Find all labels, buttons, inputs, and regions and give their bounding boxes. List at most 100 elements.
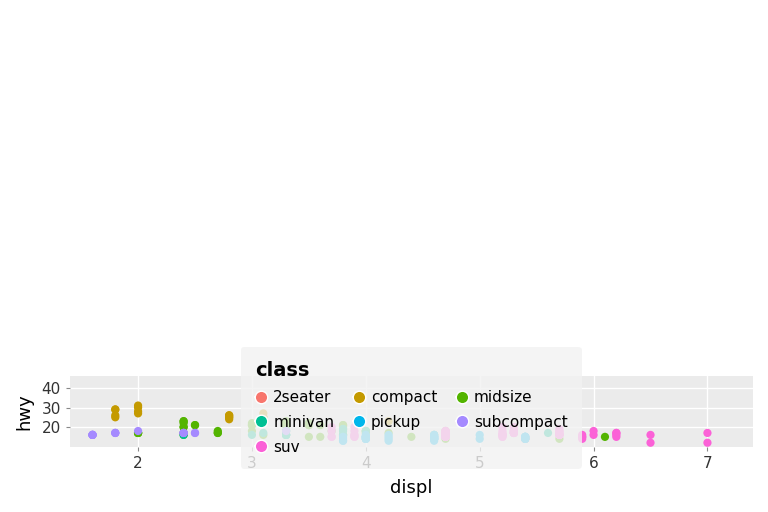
- subcompact: [86, 431, 98, 439]
- pickup: [519, 435, 531, 443]
- compact: [109, 413, 121, 421]
- suv: [508, 429, 520, 437]
- suv: [576, 431, 588, 439]
- pickup: [428, 433, 440, 441]
- pickup: [382, 437, 395, 445]
- compact: [132, 403, 144, 412]
- suv: [553, 431, 565, 439]
- subcompact: [86, 431, 98, 439]
- compact: [109, 406, 121, 414]
- suv: [496, 431, 508, 439]
- suv: [611, 433, 623, 441]
- suv: [588, 427, 600, 435]
- compact: [257, 409, 270, 417]
- pickup: [359, 433, 372, 441]
- minivan: [280, 431, 293, 439]
- minivan: [246, 431, 258, 439]
- minivan: [337, 431, 349, 439]
- midsize: [280, 421, 293, 429]
- suv: [439, 429, 452, 437]
- suv: [439, 429, 452, 437]
- minivan: [280, 431, 293, 439]
- suv: [496, 431, 508, 439]
- midsize: [132, 429, 144, 437]
- suv: [576, 435, 588, 443]
- suv: [326, 427, 338, 435]
- subcompact: [109, 429, 121, 437]
- midsize: [280, 421, 293, 429]
- suv: [611, 431, 623, 439]
- suv: [439, 433, 452, 441]
- midsize: [280, 417, 293, 425]
- pickup: [359, 435, 372, 443]
- pickup: [519, 433, 531, 441]
- minivan: [359, 427, 372, 435]
- suv: [508, 427, 520, 435]
- midsize: [303, 421, 315, 429]
- pickup: [519, 435, 531, 443]
- subcompact: [86, 431, 98, 439]
- suv: [508, 429, 520, 437]
- suv: [348, 433, 360, 441]
- midsize: [177, 429, 190, 437]
- compact: [223, 413, 235, 421]
- compact: [257, 413, 270, 421]
- suv: [326, 433, 338, 441]
- suv: [439, 427, 452, 435]
- compact: [223, 411, 235, 419]
- subcompact: [109, 429, 121, 437]
- compact: [223, 411, 235, 419]
- suv: [553, 429, 565, 437]
- subcompact: [86, 431, 98, 439]
- pickup: [382, 431, 395, 439]
- suv: [553, 431, 565, 439]
- suv: [508, 429, 520, 437]
- pickup: [428, 437, 440, 445]
- 2seater: [519, 433, 531, 441]
- minivan: [257, 429, 270, 437]
- suv: [439, 433, 452, 441]
- midsize: [177, 419, 190, 427]
- midsize: [303, 421, 315, 429]
- midsize: [553, 435, 565, 443]
- pickup: [428, 433, 440, 441]
- suv: [439, 433, 452, 441]
- midsize: [359, 427, 372, 435]
- pickup: [428, 433, 440, 441]
- pickup: [359, 433, 372, 441]
- suv: [439, 427, 452, 435]
- pickup: [428, 433, 440, 441]
- suv: [348, 431, 360, 439]
- suv: [439, 431, 452, 439]
- midsize: [177, 423, 190, 431]
- pickup: [474, 431, 486, 439]
- suv: [576, 433, 588, 441]
- pickup: [359, 435, 372, 443]
- suv: [439, 433, 452, 441]
- X-axis label: displ: displ: [390, 479, 432, 497]
- suv: [439, 429, 452, 437]
- compact: [223, 415, 235, 423]
- suv: [496, 423, 508, 431]
- midsize: [132, 429, 144, 437]
- pickup: [359, 433, 372, 441]
- compact: [132, 409, 144, 417]
- subcompact: [189, 429, 201, 437]
- pickup: [428, 435, 440, 443]
- midsize: [132, 429, 144, 437]
- suv: [496, 431, 508, 439]
- midsize: [303, 433, 315, 441]
- pickup: [519, 435, 531, 443]
- pickup: [519, 433, 531, 441]
- midsize: [280, 419, 293, 427]
- midsize: [257, 431, 270, 439]
- suv: [644, 439, 657, 447]
- pickup: [428, 435, 440, 443]
- suv: [348, 427, 360, 435]
- minivan: [337, 425, 349, 433]
- pickup: [428, 435, 440, 443]
- midsize: [406, 433, 418, 441]
- suv: [439, 429, 452, 437]
- pickup: [359, 435, 372, 443]
- suv: [576, 433, 588, 441]
